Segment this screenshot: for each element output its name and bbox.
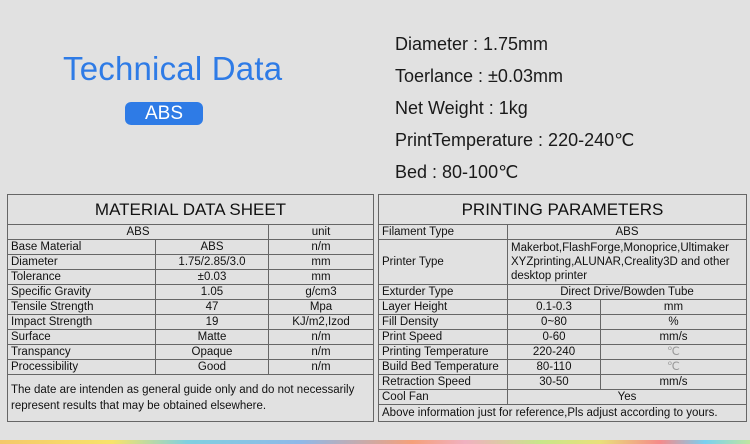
param-name: Tolerance [7, 269, 156, 285]
param-name: Build Bed Temperature [378, 359, 508, 375]
material-sheet-title: MATERIAL DATA SHEET [7, 194, 374, 225]
param-unit: KJ/m2,Izod [268, 314, 374, 330]
param-unit: % [600, 314, 747, 330]
param-name: Impact Strength [7, 314, 156, 330]
param-unit: n/m [268, 344, 374, 360]
param-name: Processibility [7, 359, 156, 375]
param-unit: mm/s [600, 374, 747, 390]
param-name: Specific Gravity [7, 284, 156, 300]
page-title: Technical Data [63, 50, 283, 87]
table-row: Fill Density 0~80% [378, 314, 747, 330]
param-value: Matte [155, 329, 269, 345]
param-value: 0.1-0.3 [507, 299, 601, 315]
table-row: Layer Height 0.1-0.3 mm [378, 299, 747, 315]
param-name: Diameter [7, 254, 156, 270]
param-name: Retraction Speed [378, 374, 508, 390]
param-name: Print Speed [378, 329, 508, 345]
table-row: Retraction Speed 30-50 mm/s [378, 374, 747, 390]
material-badge: ABS [125, 102, 203, 125]
table-row: Tensile Strength 47 Mpa [7, 299, 374, 315]
param-unit: mm/s [600, 329, 747, 345]
param-name: Layer Height [378, 299, 508, 315]
spec-diameter: Diameter : 1.75mm [395, 34, 549, 54]
param-unit: g/cm3 [268, 284, 374, 300]
table-row: Processibility Good n/m [7, 359, 374, 375]
param-unit: n/m [268, 329, 374, 345]
printing-footer: Above information just for reference,Pls… [378, 404, 747, 422]
spec-list: Diameter : 1.75mm Toerlance : ±0.03mm Ne… [395, 32, 634, 192]
param-value: 0-60 [507, 329, 601, 345]
unit-column-header: unit [268, 224, 374, 240]
table-row: Exturder Type Direct Drive/Bowden Tube [378, 284, 747, 300]
param-name: Filament Type [378, 224, 508, 240]
param-value: 0~80 [507, 314, 601, 330]
param-value: 19 [155, 314, 269, 330]
table-row: Base Material ABS n/m [7, 239, 374, 255]
table-row: Specific Gravity 1.05 g/cm3 [7, 284, 374, 300]
param-unit: n/m [268, 239, 374, 255]
table-row: Printer Type Makerbot,FlashForge,Monopri… [378, 239, 747, 285]
table-row: Printing Temperature 220-240 ℃ [378, 344, 747, 360]
param-name: Cool Fan [378, 389, 508, 405]
param-value: Opaque [155, 344, 269, 360]
rainbow-strip [0, 440, 750, 444]
param-value: Yes [507, 389, 747, 405]
param-unit: mm [600, 299, 747, 315]
table-row: Tolerance ±0.03 mm [7, 269, 374, 285]
param-value: 80-110 [507, 359, 601, 375]
table-row: Print Speed 0-60 mm/s [378, 329, 747, 345]
param-name: Printer Type [378, 239, 508, 285]
param-name: Exturder Type [378, 284, 508, 300]
table-row: Impact Strength 19 KJ/m2,Izod [7, 314, 374, 330]
spec-bed: Bed : 80-100℃ [395, 162, 519, 182]
param-value: Direct Drive/Bowden Tube [507, 284, 747, 300]
param-value: ±0.03 [155, 269, 269, 285]
param-value: 1.05 [155, 284, 269, 300]
material-note: The date are intenden as general guide o… [7, 374, 374, 422]
param-unit: n/m [268, 359, 374, 375]
spec-net-weight: Net Weight : 1kg [395, 98, 528, 118]
printing-title: PRINTING PARAMETERS [378, 194, 747, 225]
param-value: Good [155, 359, 269, 375]
table-row: Diameter 1.75/2.85/3.0 mm [7, 254, 374, 270]
spec-tolerance: Toerlance : ±0.03mm [395, 66, 563, 86]
param-value: ABS [155, 239, 269, 255]
param-value: 1.75/2.85/3.0 [155, 254, 269, 270]
param-value: 220-240 [507, 344, 601, 360]
table-row: Filament Type ABS [378, 224, 747, 240]
param-unit: Mpa [268, 299, 374, 315]
param-unit: ℃ [600, 359, 747, 375]
material-data-sheet: MATERIAL DATA SHEET ABS unit Base Materi… [7, 194, 374, 422]
param-value: 47 [155, 299, 269, 315]
param-name: Printing Temperature [378, 344, 508, 360]
param-name: Transpancy [7, 344, 156, 360]
param-name: Tensile Strength [7, 299, 156, 315]
table-row: Surface Matte n/m [7, 329, 374, 345]
param-value: Makerbot,FlashForge,Monoprice,Ultimaker … [507, 239, 747, 285]
table-row: Build Bed Temperature 80-110 ℃ [378, 359, 747, 375]
spec-print-temperature: PrintTemperature : 220-240℃ [395, 130, 635, 150]
param-name: Fill Density [378, 314, 508, 330]
table-row: Transpancy Opaque n/m [7, 344, 374, 360]
param-unit: mm [268, 254, 374, 270]
param-unit: ℃ [600, 344, 747, 360]
param-value: 30-50 [507, 374, 601, 390]
param-value: ABS [507, 224, 747, 240]
material-column-header: ABS [7, 224, 269, 240]
param-name: Surface [7, 329, 156, 345]
param-unit: mm [268, 269, 374, 285]
printing-parameters: PRINTING PARAMETERS Filament Type ABS Pr… [378, 194, 747, 422]
param-name: Base Material [7, 239, 156, 255]
table-row: Cool Fan Yes [378, 389, 747, 405]
